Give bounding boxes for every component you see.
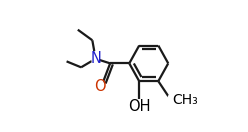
Text: CH₃: CH₃: [172, 93, 198, 107]
Ellipse shape: [96, 79, 104, 94]
Ellipse shape: [168, 92, 185, 107]
Text: N: N: [90, 51, 101, 66]
Ellipse shape: [92, 51, 99, 66]
Ellipse shape: [132, 100, 146, 114]
Text: OH: OH: [128, 99, 151, 114]
Text: O: O: [94, 79, 106, 94]
